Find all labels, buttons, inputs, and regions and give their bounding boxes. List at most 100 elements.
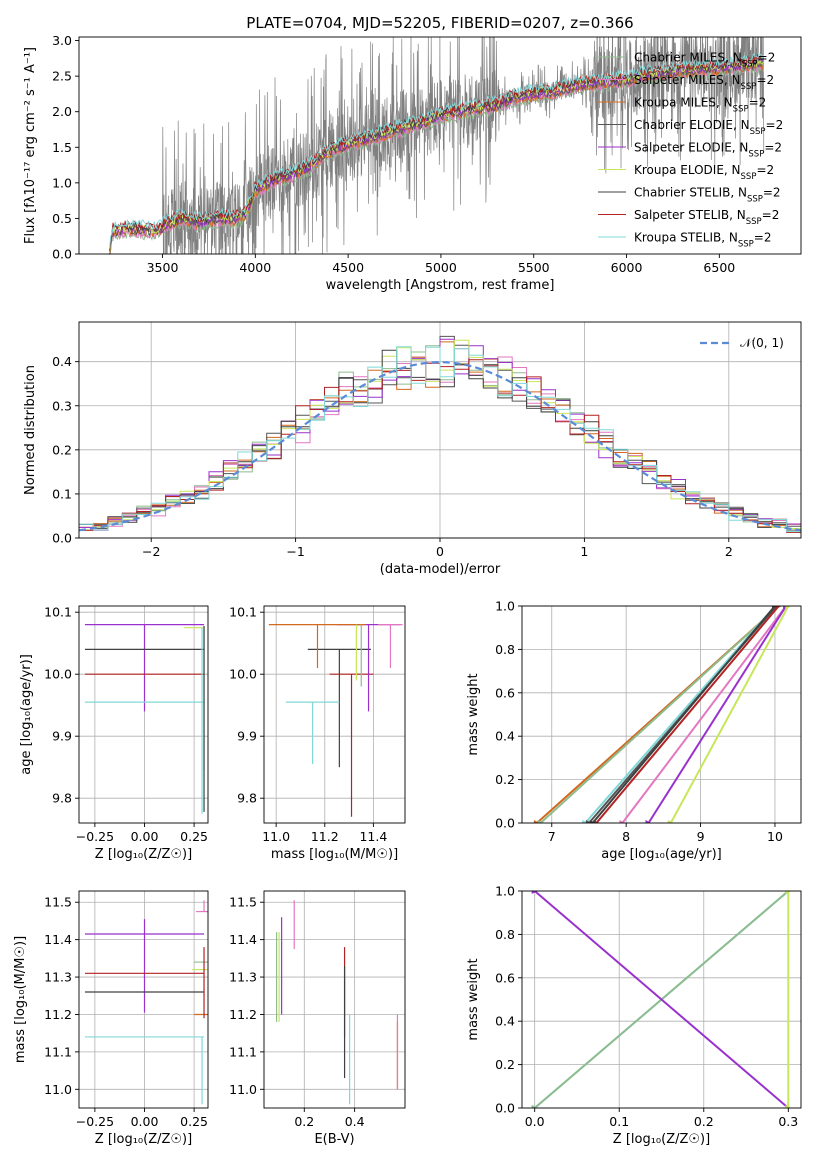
plot-area <box>268 623 403 817</box>
grid <box>522 605 801 824</box>
x-tick-label: 10 <box>767 829 783 844</box>
x-tick-label: 6500 <box>703 260 735 275</box>
y-tick-label: 1.0 <box>52 175 72 190</box>
x-tick-label: 6000 <box>611 260 643 275</box>
line-marker <box>619 820 626 823</box>
y-tick-label: 9.9 <box>237 729 257 744</box>
y-tick-label: 10.1 <box>229 605 257 620</box>
y-tick-label: 0.4 <box>495 729 515 744</box>
y-tick-label: 0.0 <box>495 1101 515 1116</box>
panel-spectrum: 3500 4000 4500 5000 5500 6000 6500 0.0 0.5 1.0 1.5… <box>23 14 802 293</box>
plot-area <box>109 37 765 254</box>
x-tick-label: 0.00 <box>131 829 159 844</box>
x-tick-label: 0.3 <box>778 1114 798 1129</box>
x-tick-label: −0.25 <box>76 1114 114 1129</box>
model-kroupa-stelib <box>109 52 764 249</box>
y-tick-label: 11.1 <box>44 1044 72 1059</box>
x-tick-label: 0.4 <box>345 1114 365 1129</box>
legend-entry: Kroupa STELIB, NSSP=2 <box>634 231 772 250</box>
plot-area <box>275 900 399 1105</box>
x-tick-label: 0.25 <box>180 829 208 844</box>
x-axis-label: mass [log₁₀(M/M☉)] <box>271 847 398 862</box>
axes-frame <box>263 890 406 1109</box>
y-axis-label: Flux [fλ10⁻¹⁷ erg cm⁻² s⁻¹ A⁻¹] <box>23 47 38 244</box>
mass-weight-line-salpeter-stelib <box>595 606 780 823</box>
axes-frame <box>521 890 802 1109</box>
x-axis-label: age [log₁₀(age/yr)] <box>601 847 722 862</box>
y-tick-label: 0.2 <box>52 442 72 457</box>
y-tick-label: 2.0 <box>52 104 72 119</box>
x-axis-label: Z [log₁₀(Z/Z☉)] <box>613 1132 710 1147</box>
y-tick-label: 0.2 <box>495 1057 515 1072</box>
x-tick-label: 8 <box>622 829 630 844</box>
y-tick-label: 11.4 <box>229 932 257 947</box>
axes-frame <box>521 605 802 824</box>
grid <box>264 606 405 823</box>
x-tick-label: 0.25 <box>180 1114 208 1129</box>
y-tick-label: 1.5 <box>52 140 72 155</box>
x-tick-label: 2 <box>725 544 733 559</box>
x-tick-label: 3500 <box>147 260 179 275</box>
y-axis-label: Normed distribution <box>23 365 38 495</box>
x-tick-label: 0.00 <box>131 1114 159 1129</box>
line-marker <box>667 820 674 823</box>
x-tick-label: 4500 <box>332 260 364 275</box>
y-tick-label: 9.8 <box>52 791 72 806</box>
line-marker <box>531 1105 538 1108</box>
y-tick-label: 11.0 <box>44 1082 72 1097</box>
panel-mass-weight-vs-Z: 0.0 0.1 0.2 0.3 0.0 0.2 0.4 0.6 0.8 1.0 Z [log₁₀(Z… <box>466 884 802 1147</box>
y-tick-label: 10.1 <box>44 605 72 620</box>
x-tick-label: 9 <box>697 829 705 844</box>
y-tick-label: 0.4 <box>52 354 72 369</box>
legend-entry: Salpeter STELIB, NSSP=2 <box>634 208 779 227</box>
hist-chabrier-stelib <box>79 349 801 532</box>
y-tick-label: 11.3 <box>44 970 72 985</box>
plot-area <box>533 606 792 823</box>
y-tick-label: 0.5 <box>52 211 72 226</box>
x-axis-label: Z [log₁₀(Z/Z☉)] <box>95 1132 192 1147</box>
x-tick-label: −0.25 <box>76 829 114 844</box>
y-tick-label: 0.0 <box>52 531 72 546</box>
mass-weight-line-chabrier-stelib <box>591 606 776 823</box>
x-tick-label: 11.0 <box>262 829 290 844</box>
y-tick-label: 0.4 <box>495 1014 515 1029</box>
legend-entry: Chabrier ELODIE, NSSP=2 <box>634 118 783 137</box>
axes-frame <box>78 605 209 824</box>
plot-area <box>84 900 208 1105</box>
y-tick-label: 0.0 <box>52 247 72 262</box>
mass-weight-line-chabrier-miles <box>539 606 780 823</box>
x-tick-label: 7 <box>548 829 556 844</box>
line-marker <box>771 606 778 609</box>
x-tick-label: 0.2 <box>694 1114 714 1129</box>
y-axis-label: mass [log₁₀(M/M☉)] <box>13 936 28 1063</box>
y-tick-label: 11.4 <box>44 932 72 947</box>
grid <box>79 606 208 823</box>
legend-entry: 𝒩(0, 1) <box>740 336 784 350</box>
line-marker <box>589 820 596 823</box>
y-tick-label: 11.1 <box>229 1044 257 1059</box>
y-tick-label: 10.0 <box>229 667 257 682</box>
panel-age-vs-Z: −0.25 0.00 0.25 9.8 9.9 10.0 10.1 Z [log₁₀(Z/Z☉… <box>19 605 209 862</box>
y-axis-label: mass weight <box>466 673 481 755</box>
line-marker <box>785 1105 792 1108</box>
y-tick-label: 10.0 <box>44 667 72 682</box>
gaussian-curve <box>79 360 801 532</box>
x-tick-label: 4000 <box>239 260 271 275</box>
axes-frame <box>78 36 802 255</box>
y-tick-label: 11.0 <box>229 1082 257 1097</box>
y-tick-label: 11.2 <box>44 1007 72 1022</box>
observed-spectrum <box>109 37 765 254</box>
x-tick-label: −1 <box>286 544 304 559</box>
x-axis-label: (data-model)/error <box>380 562 501 577</box>
x-axis-label: E(B-V) <box>314 1132 354 1147</box>
line-marker <box>531 891 538 894</box>
y-tick-label: 0.0 <box>495 816 515 831</box>
y-tick-label: 11.5 <box>44 895 72 910</box>
panel-mass-vs-EBV: 0.2 0.4 11.0 11.1 11.2 11.3 11.4 11.5 E(B-V) <box>229 890 406 1147</box>
figure-title: PLATE=0704, MJD=52205, FIBERID=0207, z=0… <box>246 14 633 32</box>
x-tick-label: −2 <box>142 544 160 559</box>
x-tick-label: 11.4 <box>359 829 387 844</box>
plot-area <box>84 623 205 814</box>
y-tick-label: 11.2 <box>229 1007 257 1022</box>
